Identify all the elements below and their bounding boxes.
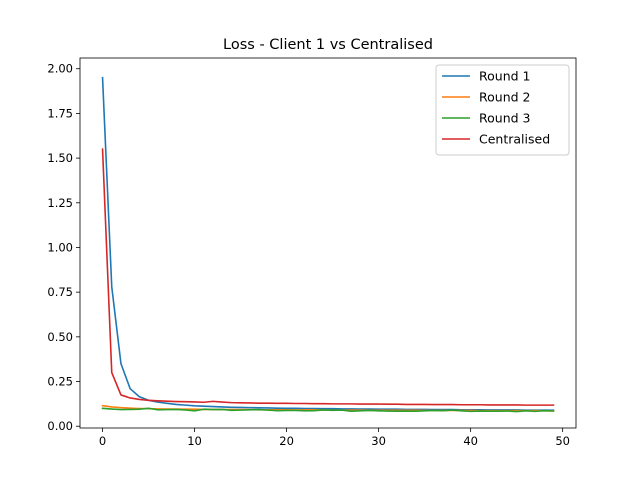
legend-label: Centralised bbox=[479, 132, 550, 147]
y-tick-label: 1.50 bbox=[47, 151, 73, 165]
y-tick-label: 0.00 bbox=[47, 419, 73, 433]
x-axis: 0 10 20 30 40 50 bbox=[99, 428, 570, 448]
y-tick-label: 2.00 bbox=[47, 62, 73, 76]
y-tick-label: 0.50 bbox=[47, 330, 73, 344]
x-tick-label: 0 bbox=[99, 434, 106, 448]
y-tick-label: 0.75 bbox=[47, 285, 73, 299]
series-line-0 bbox=[101, 76, 555, 411]
legend-label: Round 3 bbox=[479, 111, 530, 126]
chart-title: Loss - Client 1 vs Centralised bbox=[223, 37, 433, 53]
y-axis: 0.00 0.25 0.50 0.75 1.00 1.25 1.50 1.75 2.00 bbox=[47, 62, 80, 433]
x-tick-label: 10 bbox=[187, 434, 202, 448]
y-tick-label: 0.25 bbox=[47, 375, 73, 389]
plot-frame bbox=[79, 57, 577, 429]
y-tick-label: 1.25 bbox=[47, 196, 73, 210]
x-tick-label: 30 bbox=[371, 434, 386, 448]
legend: Round 1 Round 2 Round 3 Centralised bbox=[435, 64, 570, 156]
x-tick-label: 50 bbox=[555, 434, 570, 448]
x-tick-label: 20 bbox=[279, 434, 294, 448]
legend-label: Round 2 bbox=[479, 90, 530, 105]
series-line-2 bbox=[101, 407, 555, 413]
legend-label: Round 1 bbox=[479, 69, 530, 84]
y-tick-label: 1.75 bbox=[47, 106, 73, 120]
series-layer bbox=[101, 76, 555, 413]
series-line-3 bbox=[101, 148, 555, 406]
legend-box bbox=[435, 64, 570, 156]
y-tick-label: 1.00 bbox=[47, 240, 73, 254]
x-tick-label: 40 bbox=[463, 434, 478, 448]
